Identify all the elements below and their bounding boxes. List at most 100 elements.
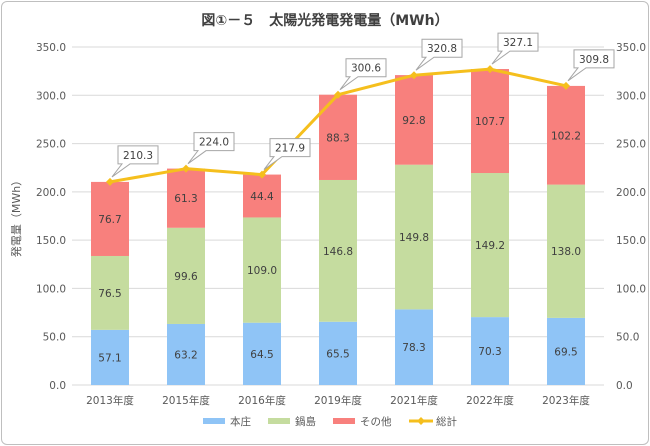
bar-本庄 <box>471 317 509 385</box>
bar-data-label: 63.2 <box>174 349 197 361</box>
bar-本庄 <box>547 317 585 385</box>
bar-鍋島 <box>547 184 585 318</box>
total-callout <box>339 58 387 91</box>
bar-鍋島 <box>167 227 205 324</box>
bar-data-label: 69.5 <box>554 346 577 358</box>
bar-本庄 <box>395 309 433 385</box>
chart-title: 図①－５ 太陽光発電発電量（MWh） <box>201 13 449 29</box>
bar-data-label: 64.5 <box>250 349 273 361</box>
x-tick-label: 2016年度 <box>238 394 286 407</box>
legend: 本庄 鍋島 その他 総計 <box>203 415 457 428</box>
total-callout <box>567 49 615 82</box>
bar-series: 57.1 76.5 76.7 63.2 99.6 61.3 64.5 109.0 44.4 65.… <box>91 69 585 385</box>
y-tick-label-left: 200.0 <box>36 187 66 199</box>
bar-鍋島 <box>395 164 433 310</box>
y-axis-label: 発電量（MWh） <box>9 175 23 257</box>
bar-data-label: 61.3 <box>174 193 197 205</box>
bar-data-label: 65.5 <box>326 348 349 360</box>
x-tick-label: 2022年度 <box>466 394 514 407</box>
legend-label: 総計 <box>436 415 457 428</box>
bar-data-label: 107.7 <box>475 116 505 128</box>
legend-swatch <box>333 418 355 424</box>
legend-label: 鍋島 <box>295 415 316 428</box>
bar-その他 <box>91 181 129 256</box>
bar-鍋島 <box>91 255 129 330</box>
bar-本庄 <box>319 321 357 385</box>
y-tick-label-left: 0.0 <box>49 380 66 392</box>
bar-data-label: 138.0 <box>551 246 581 258</box>
y-tick-label-right: 350.0 <box>616 42 646 54</box>
total-point <box>334 90 342 99</box>
bar-鍋島 <box>471 173 509 318</box>
y-tick-label-right: 300.0 <box>616 90 646 102</box>
bar-data-label: 88.3 <box>326 132 349 144</box>
bar-data-label: 109.0 <box>247 265 277 277</box>
total-data-label: 224.0 <box>199 137 229 149</box>
bar-data-label: 70.3 <box>478 346 501 358</box>
legend-label: その他 <box>360 415 392 428</box>
total-callout <box>263 138 311 170</box>
bar-その他 <box>167 168 205 228</box>
y-tick-label-right: 200.0 <box>616 187 646 199</box>
bar-data-label: 102.2 <box>551 130 581 142</box>
x-tick-label: 2021年度 <box>390 394 438 407</box>
y-tick-label-left: 350.0 <box>36 42 66 54</box>
bar-本庄 <box>91 329 129 385</box>
legend-swatch <box>268 418 290 424</box>
x-tick-label: 2015年度 <box>162 394 210 407</box>
y-tick-label-left: 300.0 <box>36 90 66 102</box>
total-callout <box>415 38 463 71</box>
y-tick-label-right: 150.0 <box>616 235 646 247</box>
bar-その他 <box>243 174 281 218</box>
bar-本庄 <box>243 322 281 385</box>
y-tick-label-right: 50.0 <box>616 332 639 344</box>
bar-data-label: 149.8 <box>399 232 429 244</box>
total-data-label: 217.9 <box>275 143 305 155</box>
total-point <box>410 71 418 80</box>
bar-data-label: 99.6 <box>174 271 198 283</box>
bar-その他 <box>471 69 509 174</box>
total-line: 210.3 224.0 217.9 300.6 320.8 327.1 309.8 <box>106 32 615 186</box>
legend-label: 本庄 <box>230 415 251 428</box>
total-callout <box>111 145 159 178</box>
y-tick-label-left: 150.0 <box>36 235 66 247</box>
total-data-label: 300.6 <box>351 63 381 75</box>
bar-data-label: 76.7 <box>98 214 121 226</box>
bar-data-label: 146.8 <box>323 246 353 258</box>
total-point <box>182 164 190 173</box>
bar-その他 <box>395 75 433 165</box>
legend-swatch <box>203 418 225 424</box>
total-data-label: 327.1 <box>503 37 533 49</box>
y-tick-label-left: 250.0 <box>36 139 66 151</box>
x-tick-label: 2013年度 <box>86 394 134 407</box>
total-data-label: 309.8 <box>579 54 609 66</box>
y-tick-label-left: 100.0 <box>36 283 66 295</box>
axes: 0.0 0.0 50.0 50.0 100.0 100.0 150.0 150.0 200.0 2… <box>36 42 646 407</box>
total-point <box>258 170 266 179</box>
bar-data-label: 149.2 <box>475 240 505 252</box>
y-tick-label-right: 0.0 <box>616 380 633 392</box>
total-callout <box>491 32 539 65</box>
total-data-label: 210.3 <box>123 150 153 162</box>
total-point <box>106 177 114 186</box>
y-tick-label-left: 50.0 <box>43 332 66 344</box>
total-point <box>486 65 494 74</box>
y-tick-label-right: 250.0 <box>616 139 646 151</box>
total-callout <box>187 132 235 165</box>
total-data-label: 320.8 <box>427 43 457 55</box>
bar-その他 <box>547 85 585 185</box>
x-tick-label: 2019年度 <box>314 394 362 407</box>
bar-data-label: 57.1 <box>98 352 121 364</box>
bar-鍋島 <box>243 217 281 323</box>
bar-data-label: 78.3 <box>402 342 425 354</box>
bar-data-label: 92.8 <box>402 115 425 127</box>
bar-本庄 <box>167 323 205 385</box>
bar-data-label: 76.5 <box>98 288 121 300</box>
y-tick-label-right: 100.0 <box>616 283 646 295</box>
total-point <box>562 81 570 90</box>
bar-data-label: 44.4 <box>250 191 274 203</box>
legend-marker <box>417 417 425 425</box>
x-tick-label: 2023年度 <box>542 394 590 407</box>
bar-鍋島 <box>319 179 357 322</box>
